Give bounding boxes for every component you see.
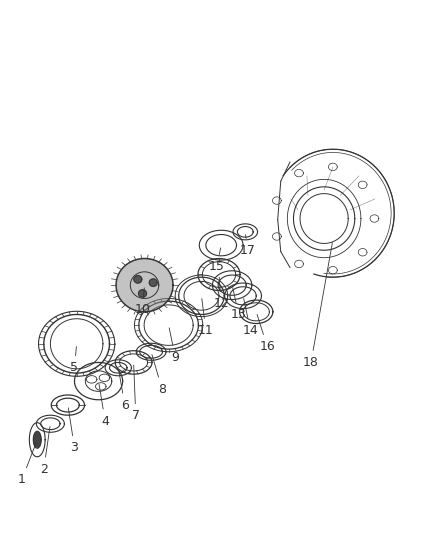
Text: 6: 6	[119, 370, 129, 411]
Text: 5: 5	[71, 346, 78, 374]
Text: 7: 7	[132, 365, 140, 422]
Text: 2: 2	[40, 426, 50, 475]
Text: 18: 18	[303, 243, 332, 369]
Ellipse shape	[134, 276, 142, 283]
Text: 10: 10	[134, 288, 150, 316]
Text: 8: 8	[152, 354, 166, 395]
Text: 1: 1	[18, 442, 36, 486]
Text: 9: 9	[169, 328, 179, 364]
Text: 16: 16	[257, 314, 275, 353]
Text: 13: 13	[231, 288, 247, 321]
Text: 12: 12	[213, 277, 229, 310]
Text: 11: 11	[198, 298, 214, 337]
Text: 14: 14	[243, 298, 258, 337]
Ellipse shape	[149, 279, 157, 286]
Text: 3: 3	[68, 408, 78, 454]
Text: 4: 4	[99, 384, 109, 427]
Ellipse shape	[138, 290, 146, 297]
Text: 17: 17	[240, 235, 255, 257]
Text: 15: 15	[209, 248, 225, 273]
Polygon shape	[116, 259, 173, 312]
Ellipse shape	[34, 432, 41, 447]
